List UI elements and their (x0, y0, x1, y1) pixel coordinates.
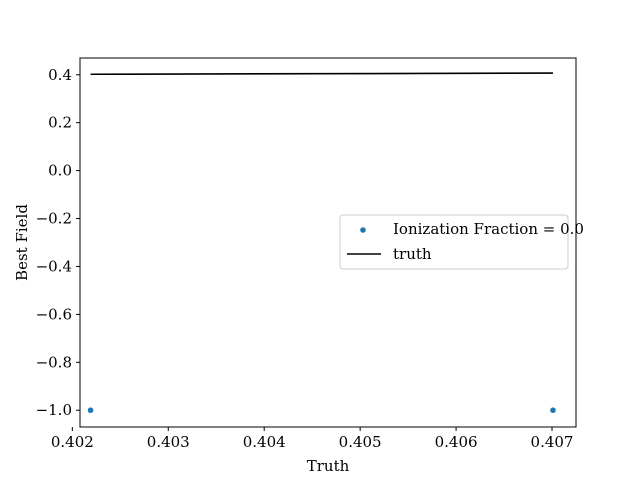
x-axis: 0.402 0.403 0.404 0.405 0.406 0.407 (51, 427, 574, 451)
legend-marker-scatter (360, 227, 366, 233)
y-tick-label: 0.2 (48, 114, 72, 132)
y-axis-title: Best Field (13, 204, 31, 281)
x-tick-label: 0.407 (531, 433, 574, 451)
legend-label-line: truth (393, 245, 432, 263)
y-tick-label: −0.6 (36, 305, 72, 323)
legend-box (339, 214, 569, 270)
legend-label-scatter: Ionization Fraction = 0.0 (393, 220, 584, 238)
scatter-point (87, 407, 94, 414)
x-tick-label: 0.406 (435, 433, 478, 451)
x-tick-label: 0.403 (147, 433, 190, 451)
y-tick-label: 0.0 (48, 162, 72, 180)
y-tick-label: −0.4 (36, 257, 72, 275)
x-tick-label: 0.405 (339, 433, 382, 451)
scatter-point (550, 407, 556, 414)
y-axis: 0.4 0.2 0.0 −0.2 −0.4 −0.6 −0.8 −1.0 (36, 66, 80, 419)
y-tick-label: −0.8 (36, 353, 72, 371)
marks-layer (87, 72, 556, 414)
x-tick-label: 0.402 (51, 433, 94, 451)
y-tick-label: 0.4 (48, 66, 72, 84)
plot-frame (79, 57, 577, 428)
y-tick-label: −1.0 (36, 401, 72, 419)
x-axis-title: Truth (307, 457, 350, 475)
legend: Ionization Fraction = 0.0 truth (339, 214, 584, 270)
y-tick-label: −0.2 (36, 210, 72, 228)
x-tick-label: 0.404 (243, 433, 286, 451)
truth-line (90, 72, 553, 76)
